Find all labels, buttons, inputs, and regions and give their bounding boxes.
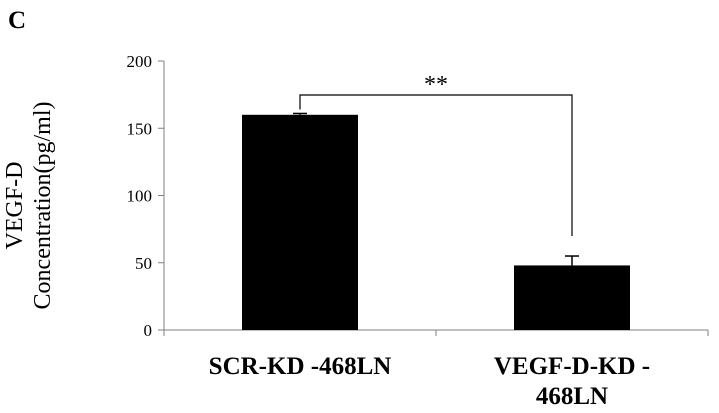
- significance-label: **: [424, 72, 448, 98]
- y-tick-label: 50: [135, 254, 152, 273]
- panel-label: C: [8, 7, 26, 34]
- bracket-line: [299, 94, 573, 237]
- y-tick-label: 200: [127, 52, 153, 71]
- y-axis-label-line: VEGF-D: [2, 162, 28, 250]
- x-tick-label: SCR-KD -468LN: [209, 353, 392, 380]
- significance-bracket: **: [299, 72, 573, 237]
- bars: [242, 112, 630, 330]
- x-axis-labels: SCR-KD -468LN VEGF-D-KD - 468LN: [209, 353, 650, 410]
- y-axis-label-line: Concentration(pg/ml): [30, 102, 56, 310]
- x-tick-label: VEGF-D-KD -: [494, 353, 650, 380]
- bar: [242, 114, 358, 330]
- y-tick-label: 150: [127, 119, 153, 138]
- y-axis-label: VEGF-D Concentration(pg/ml): [2, 102, 56, 310]
- y-tick-label: 100: [127, 187, 153, 206]
- y-tick-label: 0: [144, 321, 153, 340]
- bar: [514, 265, 630, 330]
- x-tick-label: 468LN: [536, 383, 608, 410]
